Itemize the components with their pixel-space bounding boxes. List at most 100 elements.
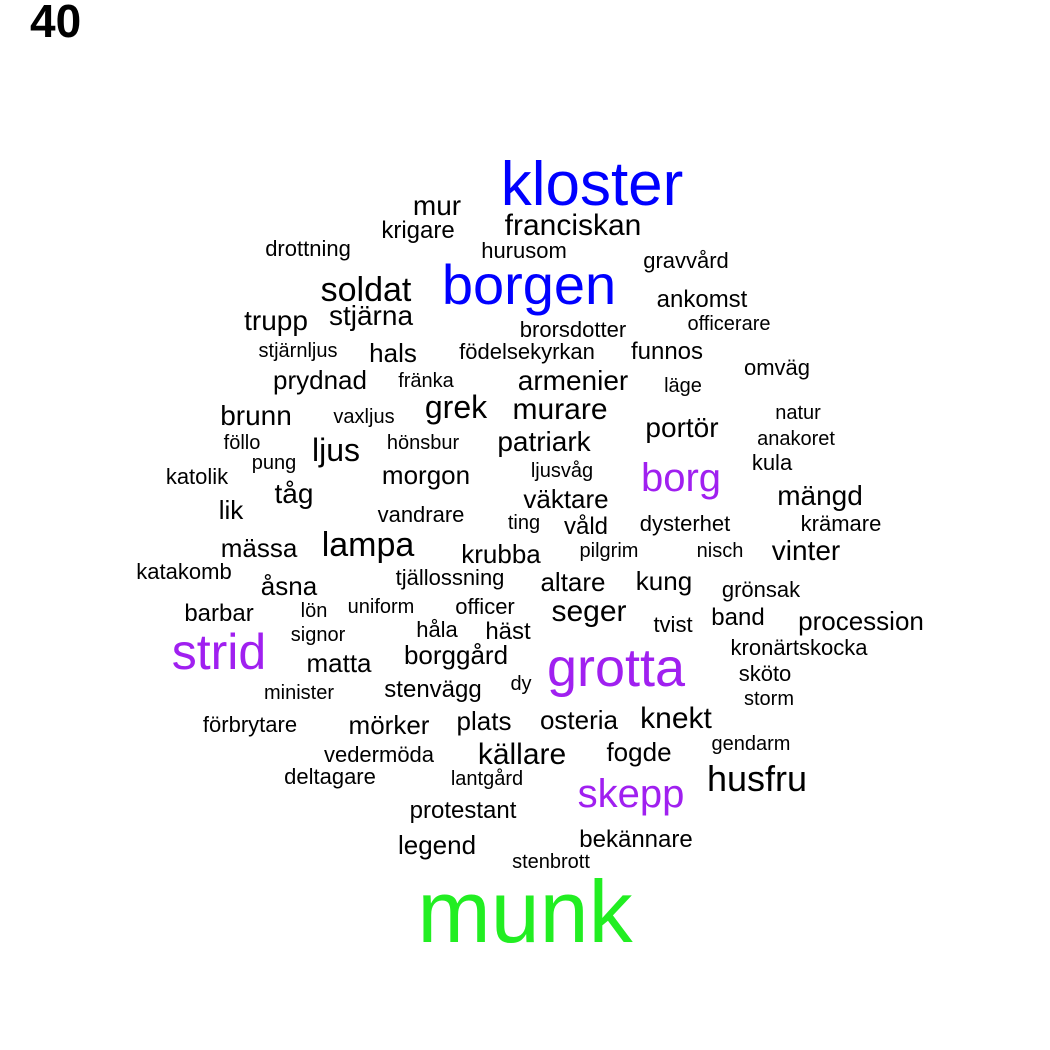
word-tjallossning: tjällossning <box>395 565 505 590</box>
word-follo: föllo <box>223 432 261 454</box>
word-vandrare: vandrare <box>377 502 465 527</box>
word-gravvard: gravvård <box>643 248 729 273</box>
word-band: band <box>711 604 765 631</box>
word-kramare: krämare <box>800 511 882 536</box>
word-morker: mörker <box>348 710 430 740</box>
word-plats: plats <box>456 706 512 736</box>
word-prydnad: prydnad <box>273 365 367 395</box>
word-hast: häst <box>485 618 531 645</box>
word-krigare: krigare <box>381 217 455 244</box>
word-soldat: soldat <box>320 271 412 309</box>
word-vedermoda: vedermöda <box>323 742 435 767</box>
word-patriark: patriark <box>497 426 591 457</box>
word-vaxljus: vaxljus <box>333 406 395 428</box>
word-borg: borg <box>640 456 722 500</box>
word-seger: seger <box>551 595 627 628</box>
word-hala: håla <box>416 617 458 642</box>
word-bekannare: bekännare <box>579 826 693 853</box>
word-katakomb: katakomb <box>136 559 232 584</box>
word-mur: mur <box>412 190 462 221</box>
word-deltagare: deltagare <box>284 764 376 789</box>
word-altare: altare <box>540 567 606 597</box>
word-fodelsekyrkan: födelsekyrkan <box>459 339 595 364</box>
word-borggard: borggård <box>403 640 509 670</box>
word-stenvagg: stenvägg <box>384 676 482 703</box>
word-brunn: brunn <box>220 400 292 431</box>
word-funnos: funnos <box>630 338 704 365</box>
word-kronartskocka: kronärtskocka <box>730 635 868 660</box>
word-pung: pung <box>251 452 297 474</box>
word-vaktare: väktare <box>523 484 609 514</box>
word-stenbrott: stenbrott <box>512 851 590 873</box>
word-uniform: uniform <box>347 596 415 618</box>
word-portor: portör <box>645 412 719 443</box>
word-lon: lön <box>300 600 328 622</box>
word-kula: kula <box>751 450 793 475</box>
word-brorsdotter: brorsdotter <box>519 317 627 342</box>
word-natur: natur <box>775 402 821 424</box>
word-drottning: drottning <box>265 236 351 261</box>
word-franciskan: franciskan <box>504 209 642 242</box>
word-grek: grek <box>424 389 488 425</box>
word-ting: ting <box>507 512 541 534</box>
word-armenier: armenier <box>517 365 629 396</box>
word-skoto: sköto <box>738 661 792 686</box>
word-hals: hals <box>369 338 417 368</box>
word-lampa: lampa <box>321 526 415 564</box>
word-munk: munk <box>417 862 633 961</box>
word-nisch: nisch <box>696 540 744 562</box>
word-signor: signor <box>290 624 346 646</box>
word-officerare: officerare <box>687 313 771 335</box>
word-gendarm: gendarm <box>711 733 791 755</box>
word-hurusom: hurusom <box>481 238 567 263</box>
word-ljusvag: ljusvåg <box>530 460 594 482</box>
word-dysterhet: dysterhet <box>639 511 731 536</box>
word-tag: tåg <box>274 478 314 509</box>
word-storm: storm <box>744 688 794 710</box>
word-asna: åsna <box>260 571 318 601</box>
word-anakoret: anakoret <box>757 428 835 450</box>
word-husfru: husfru <box>706 758 808 799</box>
word-kung: kung <box>635 566 693 596</box>
word-krubba: krubba <box>461 539 541 569</box>
word-ljus: ljus <box>311 432 361 468</box>
word-katolik: katolik <box>165 464 229 489</box>
page-number-label: 40 <box>30 0 82 47</box>
word-tvist: tvist <box>653 612 693 637</box>
word-procession: procession <box>798 606 924 636</box>
word-kloster: kloster <box>500 150 684 219</box>
word-officer: officer <box>455 594 515 619</box>
word-lage: läge <box>664 375 702 397</box>
word-pilgrim: pilgrim <box>579 540 639 562</box>
word-forbrytare: förbrytare <box>202 712 298 737</box>
word-dy: dy <box>510 673 532 695</box>
word-vinter: vinter <box>771 535 841 566</box>
word-matta: matta <box>306 648 372 678</box>
word-ankomst: ankomst <box>656 286 748 313</box>
word-franka: fränka <box>398 370 454 392</box>
word-minister: minister <box>263 682 335 704</box>
word-mangd: mängd <box>777 480 863 511</box>
word-knekt: knekt <box>640 702 712 735</box>
word-lantgard: lantgård <box>450 768 524 790</box>
word-kallare: källare <box>477 738 567 771</box>
word-legend: legend <box>397 830 477 860</box>
word-honsbur: hönsbur <box>386 432 460 454</box>
word-morgon: morgon <box>381 460 471 490</box>
word-fogde: fogde <box>606 737 672 767</box>
word-lik: lik <box>218 495 244 525</box>
word-borgen: borgen <box>441 253 617 316</box>
word-stjarna: stjärna <box>328 300 414 331</box>
word-skepp: skepp <box>577 772 685 816</box>
word-massa: mässa <box>220 533 298 563</box>
word-gronsak: grönsak <box>721 577 801 602</box>
word-protestant: protestant <box>409 797 517 824</box>
word-grotta: grotta <box>546 638 686 698</box>
word-vald: våld <box>563 513 609 540</box>
word-osteria: osteria <box>539 705 619 735</box>
word-trupp: trupp <box>244 305 308 336</box>
word-murare: murare <box>512 393 608 426</box>
word-stjarnljus: stjärnljus <box>258 340 338 362</box>
word-strid: strid <box>171 624 267 680</box>
